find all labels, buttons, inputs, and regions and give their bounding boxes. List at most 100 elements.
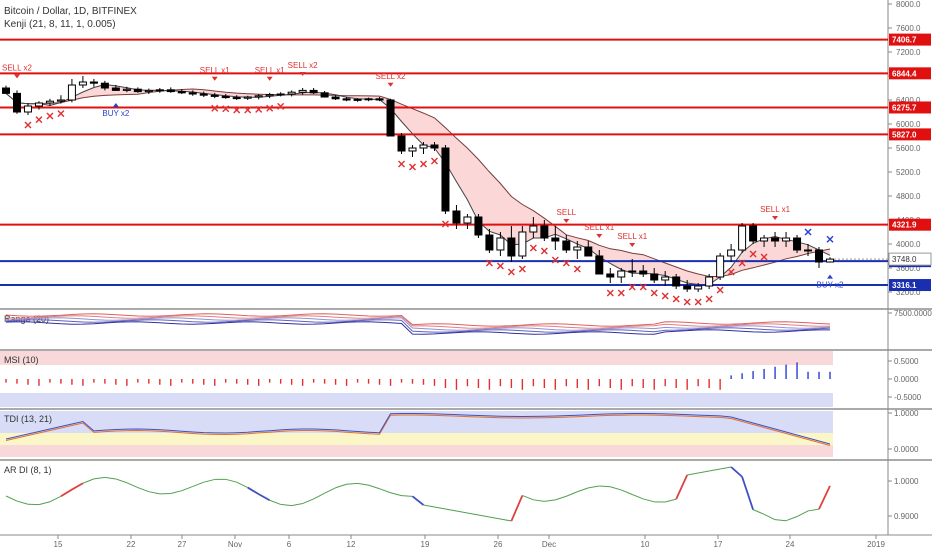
ar-di-segment: [280, 503, 292, 507]
pane-title: MSI (10): [4, 355, 39, 365]
ar-di-segment: [775, 519, 787, 522]
level-badge: [889, 67, 931, 80]
msi-bar: [587, 379, 589, 390]
time-tick-label: 10: [641, 540, 650, 549]
msi-bar: [192, 379, 194, 384]
ar-di-segment: [643, 498, 655, 503]
candle-body: [782, 237, 791, 242]
x-marker: [760, 253, 768, 261]
buy-signal-label: BUY x2: [102, 109, 130, 118]
msi-bar: [268, 379, 271, 383]
pane-title: TDI (13, 21): [4, 414, 52, 424]
x-marker: [398, 160, 406, 168]
msi-bar: [697, 379, 699, 387]
level-label: 6275.7: [892, 103, 917, 112]
ar-di-segment: [796, 510, 809, 517]
candle-body: [2, 87, 10, 94]
price-tick-label: 3200.0: [896, 288, 921, 297]
ar-di-segment: [818, 485, 831, 510]
sell-signal-label: SELL x1: [255, 66, 285, 75]
msi-bar: [433, 379, 436, 386]
candle-body: [144, 89, 153, 93]
kenji-fast-line: [5, 83, 831, 285]
x-marker: [804, 228, 812, 236]
x-marker: [705, 295, 713, 303]
candle-body: [716, 255, 725, 278]
candle-body: [221, 95, 230, 99]
x-marker: [727, 268, 735, 276]
msi-bar: [257, 379, 260, 386]
candle-body: [155, 89, 164, 92]
level-badge: [889, 101, 931, 114]
msi-bar: [675, 379, 677, 388]
x-marker: [255, 105, 263, 113]
x-marker: [277, 102, 285, 110]
msi-bar: [115, 379, 117, 385]
sell-signal-label: SELL x1: [617, 232, 647, 241]
msi-bar: [609, 379, 611, 388]
price-tick-label: 5600.0: [896, 144, 921, 153]
msi-bar: [411, 379, 414, 384]
ar-di-segment: [687, 472, 699, 476]
ar-di-segment: [170, 490, 182, 494]
msi-bar: [225, 379, 227, 383]
time-tick-label: 15: [54, 540, 63, 549]
ar-di-segment: [60, 488, 73, 498]
candle-body: [694, 285, 703, 290]
candle-body: [507, 237, 516, 257]
tdi-signal-line: [5, 414, 831, 446]
x-marker: [24, 121, 32, 129]
time-tick-label: 19: [421, 540, 430, 549]
x-marker: [716, 286, 724, 294]
price-tick-label: 4000.0: [896, 240, 921, 249]
msi-bar: [741, 373, 743, 379]
candle-body: [342, 98, 351, 101]
candle-body: [408, 147, 417, 152]
x-marker: [211, 104, 219, 112]
sell-signal-label: SELL x2: [2, 63, 32, 72]
candle-body: [672, 276, 681, 287]
ar-di-segment: [93, 476, 105, 480]
candle-body: [749, 225, 758, 242]
ar-di-segment: [456, 510, 468, 514]
price-tick-label: 7200.0: [896, 48, 921, 57]
msi-bar: [323, 379, 326, 384]
sell-arrow-icon: [596, 234, 603, 238]
msi-bar: [400, 379, 403, 383]
pane-tick-label: -0.5000: [894, 393, 922, 402]
msi-bar: [631, 379, 633, 387]
ar-di-segment: [510, 495, 524, 522]
candle-body: [683, 285, 692, 290]
candle-body: [177, 91, 186, 94]
ar-di-segment: [236, 481, 248, 488]
time-tick-label: 2019: [867, 540, 885, 549]
msi-bar: [82, 379, 84, 386]
candle-body: [650, 273, 659, 281]
candle-body: [474, 216, 483, 236]
candle-body: [639, 270, 648, 275]
msi-bar: [532, 379, 535, 387]
ar-di-segment: [752, 509, 765, 515]
candle-body: [78, 81, 87, 86]
x-marker: [551, 256, 559, 264]
msi-bar: [60, 379, 62, 384]
candle-body: [265, 94, 274, 97]
x-marker: [606, 289, 614, 297]
x-marker: [826, 235, 834, 243]
pane-tick-label: 0.5000: [894, 357, 919, 366]
candle-body: [595, 255, 604, 275]
msi-bar: [367, 379, 370, 384]
x-marker: [661, 292, 669, 300]
candle-body: [463, 216, 472, 224]
time-tick-label: 12: [347, 540, 356, 549]
x-marker: [409, 163, 417, 171]
candle-body: [727, 249, 736, 257]
candle-body: [804, 249, 813, 252]
candle-body: [518, 231, 527, 257]
candle-body: [331, 96, 340, 100]
candle-body: [133, 88, 142, 93]
price-tick-label: 6400.0: [896, 96, 921, 105]
buy-arrow-icon: [827, 274, 833, 279]
ar-di-segment: [434, 506, 446, 510]
